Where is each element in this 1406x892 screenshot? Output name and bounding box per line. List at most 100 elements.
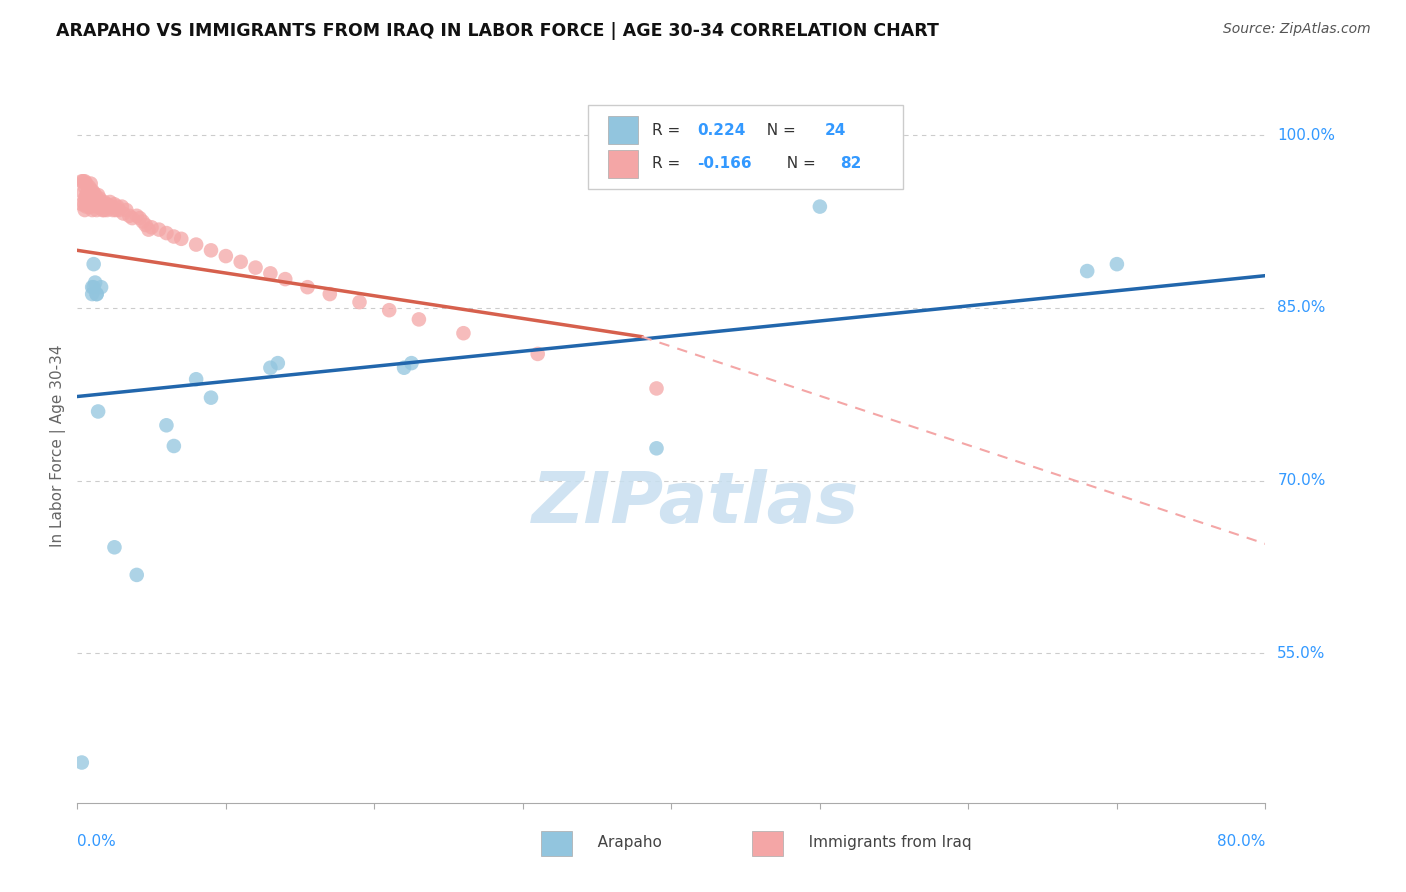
Point	[90, 194, 112, 209]
Point	[75, 177, 97, 191]
Point	[72, 186, 94, 200]
Point	[104, 202, 127, 217]
Point	[77, 200, 100, 214]
Point	[267, 356, 290, 370]
Point	[87, 197, 110, 211]
Point	[453, 326, 475, 341]
Point	[155, 226, 177, 240]
Point	[77, 188, 100, 202]
Point	[245, 260, 267, 275]
Point	[297, 280, 319, 294]
Point	[96, 202, 118, 217]
Point	[89, 192, 111, 206]
Y-axis label: In Labor Force | Age 30-34: In Labor Force | Age 30-34	[51, 344, 66, 548]
Point	[111, 200, 134, 214]
Point	[70, 197, 93, 211]
Point	[131, 214, 153, 228]
Point	[82, 280, 104, 294]
Text: R =: R =	[652, 122, 686, 137]
Point	[82, 184, 104, 198]
Text: 85.0%: 85.0%	[1277, 301, 1326, 316]
Point	[97, 200, 120, 214]
Point	[75, 200, 97, 214]
Point	[73, 197, 96, 211]
Text: 24: 24	[825, 122, 846, 137]
Text: 55.0%: 55.0%	[1277, 646, 1326, 661]
Text: -0.166: -0.166	[697, 156, 752, 171]
Point	[82, 287, 104, 301]
Point	[163, 229, 186, 244]
Point	[77, 180, 100, 194]
Point	[645, 381, 668, 395]
Point	[86, 200, 108, 214]
Point	[319, 287, 342, 301]
Point	[115, 202, 138, 217]
Text: ARAPAHO VS IMMIGRANTS FROM IRAQ IN LABOR FORCE | AGE 30-34 CORRELATION CHART: ARAPAHO VS IMMIGRANTS FROM IRAQ IN LABOR…	[56, 22, 939, 40]
Point	[138, 222, 160, 236]
Text: 100.0%: 100.0%	[1277, 128, 1336, 143]
Point	[100, 200, 122, 214]
Point	[1076, 264, 1098, 278]
Point	[91, 202, 114, 217]
Point	[349, 295, 371, 310]
Point	[128, 211, 150, 226]
Point	[186, 372, 208, 386]
FancyBboxPatch shape	[588, 105, 903, 189]
Point	[163, 439, 186, 453]
Point	[274, 272, 297, 286]
Point	[118, 209, 141, 223]
Point	[141, 220, 163, 235]
Text: R =: R =	[652, 156, 686, 171]
Point	[93, 194, 115, 209]
Point	[76, 186, 98, 200]
Point	[408, 312, 430, 326]
Point	[87, 404, 110, 418]
Point	[82, 192, 104, 206]
Point	[91, 200, 114, 214]
Point	[107, 200, 129, 214]
Point	[86, 287, 108, 301]
Point	[82, 197, 104, 211]
Point	[135, 218, 157, 232]
Point	[83, 186, 105, 200]
FancyBboxPatch shape	[609, 151, 638, 178]
Point	[98, 194, 121, 209]
Point	[1105, 257, 1128, 271]
Text: Immigrants from Iraq: Immigrants from Iraq	[794, 836, 972, 850]
Text: N =: N =	[756, 122, 800, 137]
Point	[121, 211, 143, 226]
FancyBboxPatch shape	[609, 117, 638, 144]
Text: 0.224: 0.224	[697, 122, 745, 137]
Point	[101, 202, 124, 217]
Point	[73, 180, 96, 194]
Point	[73, 192, 96, 206]
Point	[83, 280, 105, 294]
Point	[86, 202, 108, 217]
Point	[89, 200, 111, 214]
Point	[87, 188, 110, 202]
Point	[148, 222, 170, 236]
Point	[84, 276, 107, 290]
Point	[401, 356, 423, 370]
Point	[645, 442, 668, 456]
Point	[229, 255, 252, 269]
Point	[75, 188, 97, 202]
Point	[83, 257, 105, 271]
Point	[200, 391, 222, 405]
Point	[125, 209, 148, 223]
Point	[186, 237, 208, 252]
Point	[200, 244, 222, 258]
Point	[93, 202, 115, 217]
Point	[80, 188, 103, 202]
Point	[82, 202, 104, 217]
Point	[86, 287, 108, 301]
Text: 0.0%: 0.0%	[77, 834, 117, 849]
Point	[80, 177, 103, 191]
Point	[392, 360, 415, 375]
Point	[80, 200, 103, 214]
Point	[86, 192, 108, 206]
Point	[108, 202, 131, 217]
Text: N =: N =	[778, 156, 821, 171]
Point	[84, 197, 107, 211]
Point	[526, 347, 548, 361]
